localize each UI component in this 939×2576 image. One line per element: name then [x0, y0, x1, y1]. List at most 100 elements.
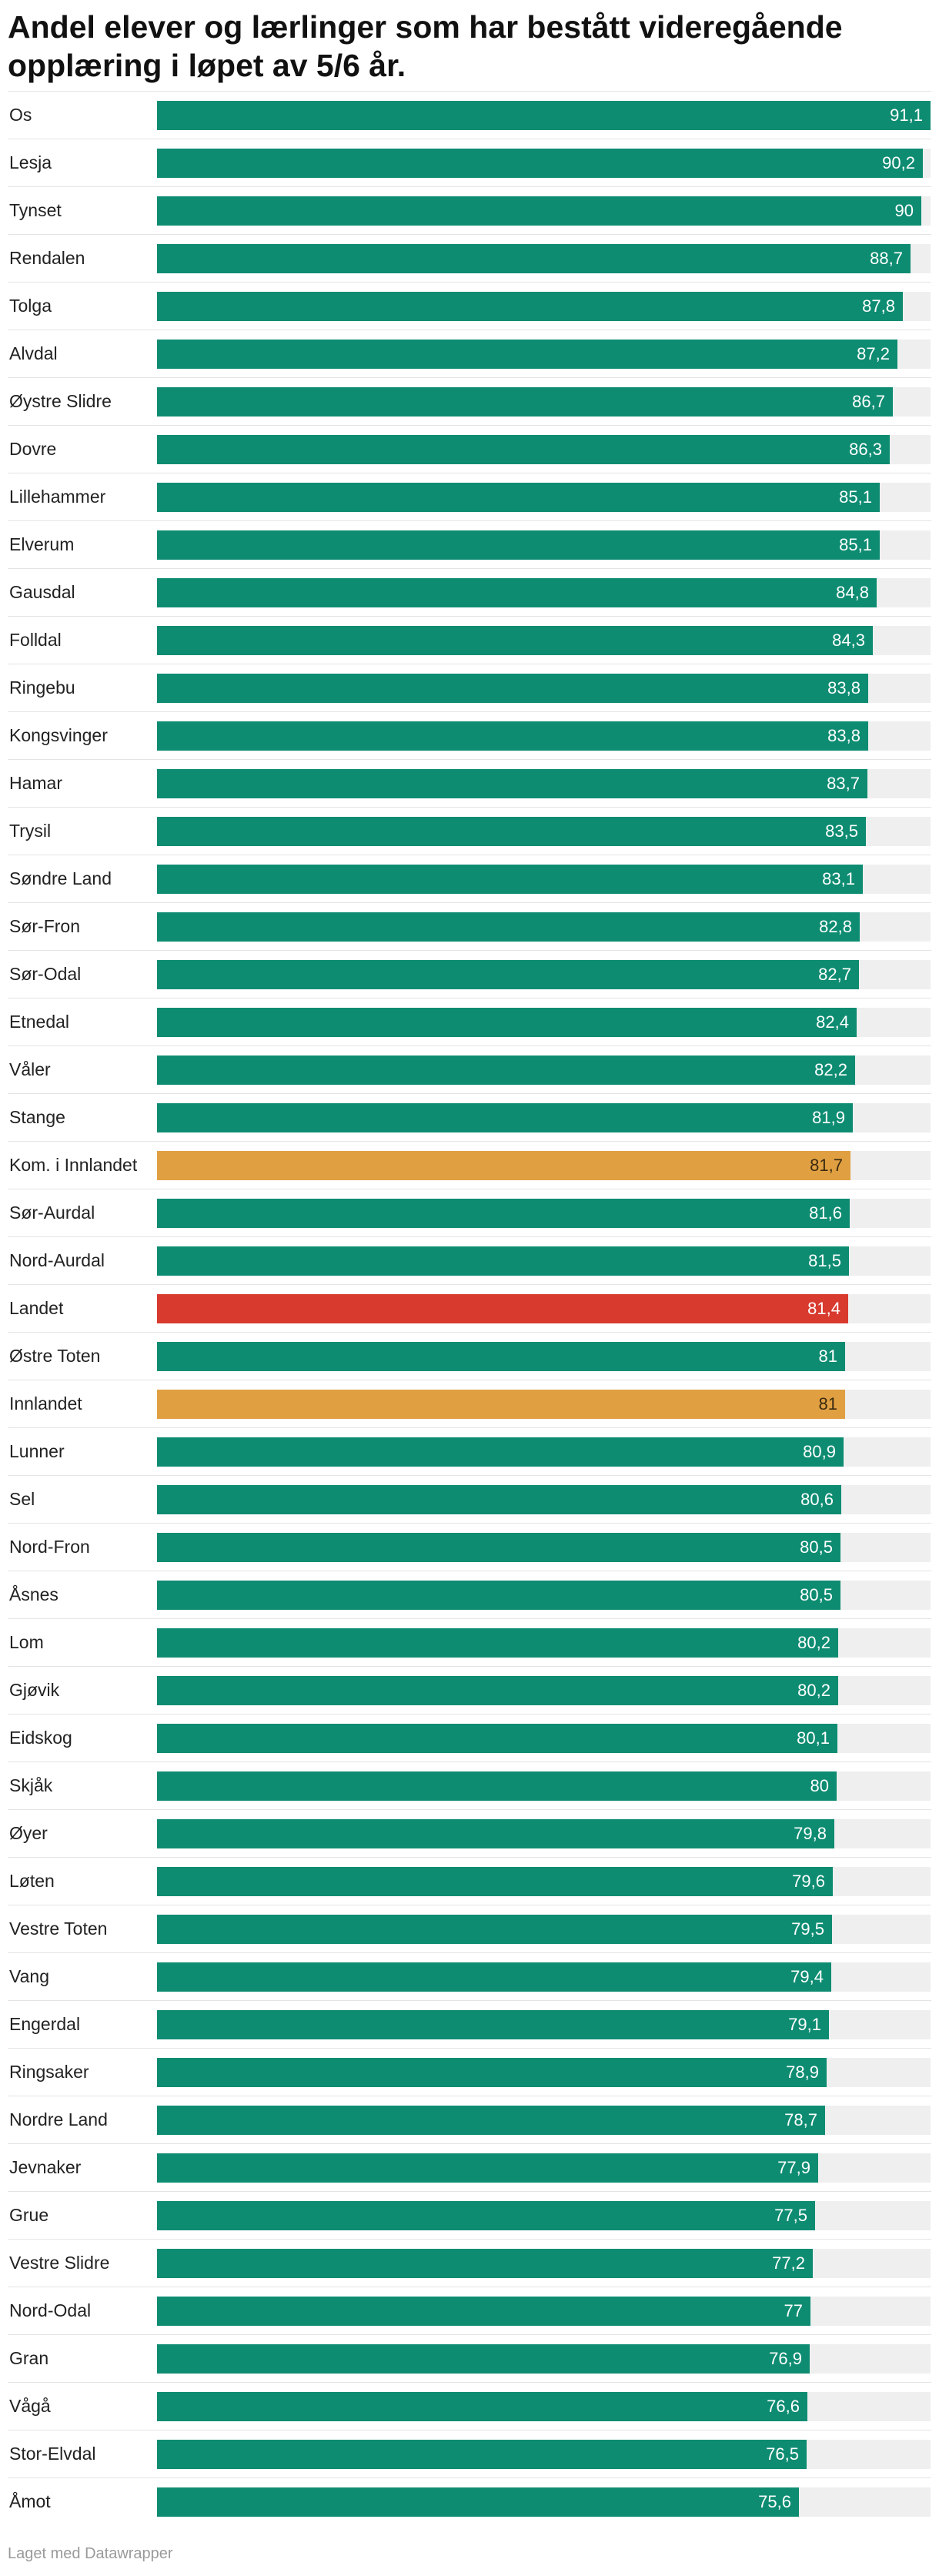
- bar-track: 80,9: [157, 1437, 931, 1467]
- bar-chart: Os 91,1 Lesja 90,2 Tynset 90 Rendalen 88,7 Tolga…: [0, 91, 939, 2524]
- value-label: 80,1: [797, 1728, 830, 1748]
- bar: [157, 435, 890, 464]
- value-label: 90: [894, 201, 914, 220]
- bar-row: Løten 79,6: [0, 1857, 939, 1905]
- bar-track: 80,1: [157, 1724, 931, 1753]
- bar: [157, 483, 880, 512]
- bar-row: Nord-Fron 80,5: [0, 1523, 939, 1571]
- bar-row: Øystre Slidre 86,7: [0, 377, 939, 425]
- row-divider: [8, 711, 931, 712]
- category-label: Os: [9, 105, 32, 125]
- value-label: 82,7: [818, 965, 851, 984]
- value-label: 81: [818, 1347, 837, 1366]
- bar-track: 80: [157, 1771, 931, 1801]
- category-label: Jevnaker: [9, 2157, 82, 2177]
- bar-row: Lom 80,2: [0, 1618, 939, 1666]
- bar-row: Vang 79,4: [0, 1952, 939, 2000]
- category-label: Sør-Fron: [9, 916, 80, 936]
- bar-row: Nordre Land 78,7: [0, 2096, 939, 2143]
- bar-track: 83,1: [157, 865, 931, 894]
- bar-track: 86,7: [157, 387, 931, 417]
- bar-row: Os 91,1: [0, 91, 939, 139]
- bar: [157, 1246, 849, 1276]
- value-label: 79,5: [791, 1919, 824, 1939]
- bar: [157, 196, 921, 226]
- bar: [157, 1676, 838, 1705]
- bar-row: Vågå 76,6: [0, 2382, 939, 2430]
- value-label: 76,6: [767, 2397, 800, 2416]
- bar-row: Trysil 83,5: [0, 807, 939, 855]
- row-divider: [8, 1618, 931, 1619]
- row-divider: [8, 234, 931, 235]
- bar: [157, 578, 877, 607]
- bar-track: 80,6: [157, 1485, 931, 1514]
- bar-track: 82,4: [157, 1008, 931, 1037]
- value-label: 90,2: [882, 153, 915, 172]
- bar: [157, 769, 867, 798]
- bar-row: Østre Toten 81: [0, 1332, 939, 1380]
- bar: [157, 340, 897, 369]
- bar: [157, 1151, 850, 1180]
- bar-row: Lesja 90,2: [0, 139, 939, 186]
- bar-row: Øyer 79,8: [0, 1809, 939, 1857]
- category-label: Vågå: [9, 2396, 51, 2416]
- category-label: Gran: [9, 2348, 49, 2368]
- bar-track: 77,5: [157, 2201, 931, 2230]
- value-label: 80,2: [797, 1681, 830, 1700]
- category-label: Gausdal: [9, 582, 75, 602]
- row-divider: [8, 91, 931, 92]
- bar: [157, 1103, 853, 1132]
- bar-track: 80,5: [157, 1533, 931, 1562]
- category-label: Grue: [9, 2205, 49, 2225]
- value-label: 81,7: [810, 1156, 843, 1175]
- bar-track: 79,4: [157, 1962, 931, 1992]
- bar-track: 90: [157, 196, 931, 226]
- bar-row: Hamar 83,7: [0, 759, 939, 807]
- category-label: Etnedal: [9, 1012, 70, 1032]
- value-label: 79,8: [794, 1824, 827, 1843]
- bar-track: 83,5: [157, 817, 931, 846]
- bar: [157, 1819, 834, 1848]
- bar: [157, 2058, 827, 2087]
- value-label: 81: [818, 1394, 837, 1413]
- row-divider: [8, 1045, 931, 1046]
- value-label: 80,5: [800, 1585, 833, 1604]
- bar-row: Jevnaker 77,9: [0, 2143, 939, 2191]
- bar-track: 83,8: [157, 674, 931, 703]
- bar-row: Sel 80,6: [0, 1475, 939, 1523]
- category-label: Vang: [9, 1966, 50, 1986]
- bar: [157, 960, 859, 989]
- row-divider: [8, 282, 931, 283]
- bar: [157, 2440, 807, 2469]
- category-label: Våler: [9, 1059, 51, 1079]
- bar: [157, 1628, 838, 1658]
- value-label: 82,4: [816, 1012, 849, 1032]
- category-label: Hamar: [9, 773, 63, 793]
- bar: [157, 530, 880, 560]
- bar-track: 81: [157, 1390, 931, 1419]
- category-label: Trysil: [9, 821, 52, 841]
- category-label: Ringebu: [9, 677, 75, 698]
- bar-row: Nord-Odal 77: [0, 2287, 939, 2334]
- chart-title: Andel elever og lærlinger som har beståt…: [8, 9, 843, 83]
- value-label: 83,7: [827, 774, 860, 793]
- bar: [157, 1055, 855, 1085]
- value-label: 79,6: [792, 1872, 825, 1891]
- bar-row: Landet 81,4: [0, 1284, 939, 1332]
- bar-row: Nord-Aurdal 81,5: [0, 1236, 939, 1284]
- row-divider: [8, 1523, 931, 1524]
- bar: [157, 2344, 810, 2374]
- bar-row: Sør-Odal 82,7: [0, 950, 939, 998]
- category-label: Kongsvinger: [9, 725, 108, 745]
- row-divider: [8, 1475, 931, 1476]
- bar-track: 87,2: [157, 340, 931, 369]
- category-label: Lesja: [9, 152, 52, 172]
- bar-row: Elverum 85,1: [0, 520, 939, 568]
- category-label: Tynset: [9, 200, 62, 220]
- bar-row: Stange 81,9: [0, 1093, 939, 1141]
- bar-row: Folldal 84,3: [0, 616, 939, 664]
- bar-row: Innlandet 81: [0, 1380, 939, 1427]
- bar-row: Våler 82,2: [0, 1045, 939, 1093]
- category-label: Rendalen: [9, 248, 85, 268]
- bar-row: Åmot 75,6: [0, 2477, 939, 2525]
